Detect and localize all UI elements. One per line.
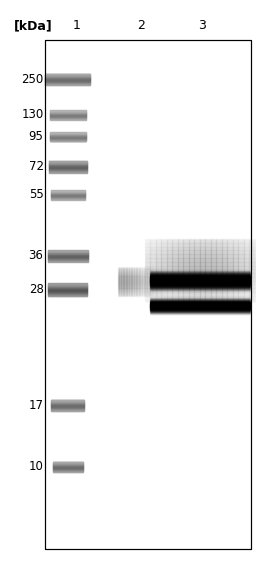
Text: 250: 250: [21, 73, 44, 86]
Text: 10: 10: [29, 461, 44, 473]
Text: 2: 2: [137, 20, 145, 32]
Text: 17: 17: [28, 399, 44, 412]
Text: 36: 36: [29, 250, 44, 262]
Text: 130: 130: [21, 109, 44, 121]
Text: 28: 28: [29, 283, 44, 296]
Text: 55: 55: [29, 189, 44, 201]
Text: 3: 3: [198, 20, 206, 32]
Text: 72: 72: [28, 160, 44, 173]
Text: [kDa]: [kDa]: [14, 20, 53, 32]
Bar: [45, 40, 251, 549]
Text: 1: 1: [73, 20, 81, 32]
Bar: [45, 40, 251, 549]
Text: 95: 95: [29, 131, 44, 143]
